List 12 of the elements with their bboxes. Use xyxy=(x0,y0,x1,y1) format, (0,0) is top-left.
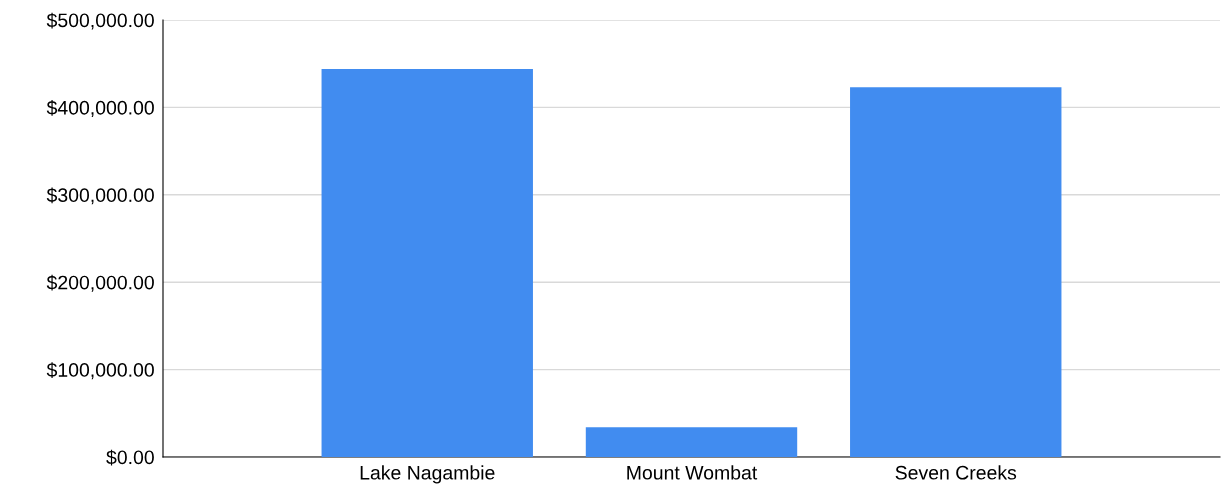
y-tick-label: $300,000.00 xyxy=(46,187,154,205)
x-tick-label: Mount Wombat xyxy=(627,465,758,480)
bar xyxy=(850,87,1062,457)
bar xyxy=(321,68,533,457)
y-tick-label: $0.00 xyxy=(106,449,154,466)
x-tick-label: Lake Nagambie xyxy=(360,465,495,484)
bar xyxy=(585,427,798,457)
y-tick-label: $100,000.00 xyxy=(46,362,154,380)
x-tick-label: Seven Creeks xyxy=(895,465,1017,480)
y-tick-label: $200,000.00 xyxy=(46,274,154,292)
y-tick-label: $400,000.00 xyxy=(46,100,154,117)
y-tick-label: $500,000.00 xyxy=(46,12,154,30)
